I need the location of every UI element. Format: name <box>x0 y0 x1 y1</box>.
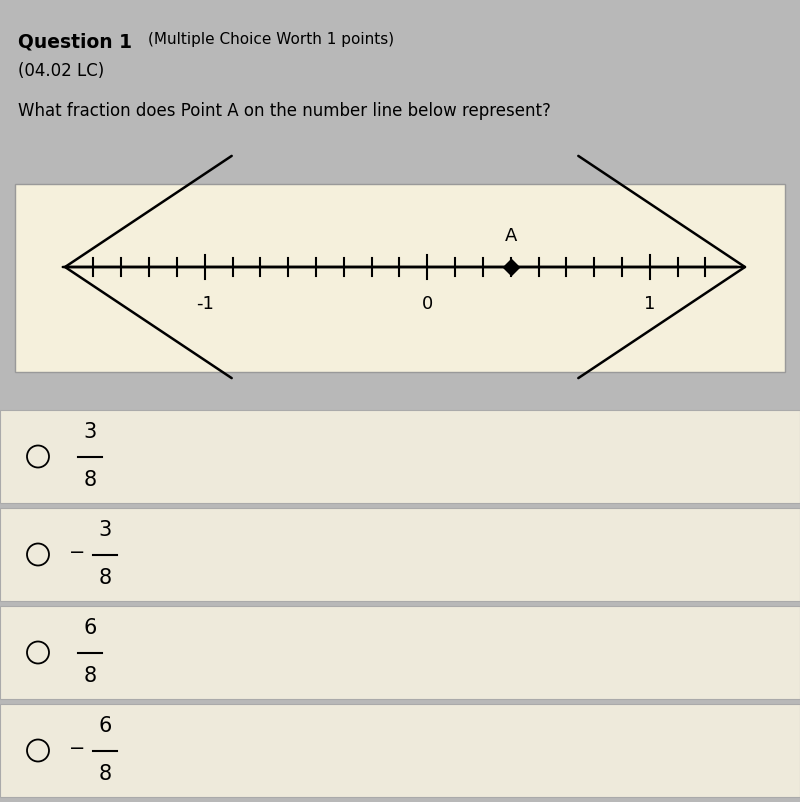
Text: −: − <box>69 739 85 758</box>
FancyBboxPatch shape <box>0 606 800 699</box>
Text: 8: 8 <box>83 471 97 491</box>
Text: Question 1: Question 1 <box>18 32 132 51</box>
Text: A: A <box>505 227 517 245</box>
Text: −: − <box>69 543 85 562</box>
FancyBboxPatch shape <box>15 184 785 372</box>
Text: 8: 8 <box>98 569 111 589</box>
Text: 1: 1 <box>644 295 655 313</box>
Text: 8: 8 <box>98 764 111 784</box>
Text: 3: 3 <box>83 423 97 443</box>
Text: (04.02 LC): (04.02 LC) <box>18 62 104 80</box>
FancyBboxPatch shape <box>0 704 800 797</box>
FancyBboxPatch shape <box>0 508 800 601</box>
FancyBboxPatch shape <box>0 410 800 503</box>
Text: 3: 3 <box>98 520 112 541</box>
Text: What fraction does Point A on the number line below represent?: What fraction does Point A on the number… <box>18 102 551 120</box>
Text: -1: -1 <box>196 295 214 313</box>
Text: 6: 6 <box>98 716 112 736</box>
Text: (Multiple Choice Worth 1 points): (Multiple Choice Worth 1 points) <box>148 32 394 47</box>
Text: 8: 8 <box>83 666 97 687</box>
Text: 6: 6 <box>83 618 97 638</box>
Text: 0: 0 <box>422 295 433 313</box>
